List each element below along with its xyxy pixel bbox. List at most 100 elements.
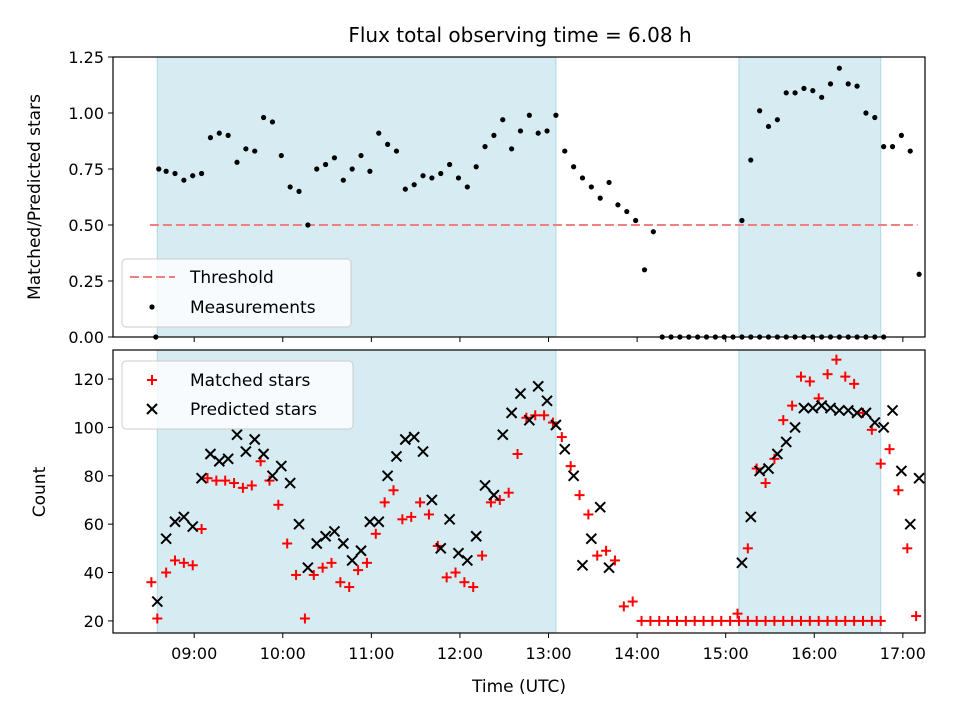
axes-frame <box>112 56 926 338</box>
measurement-point <box>260 114 267 121</box>
matched-star-point <box>450 567 461 578</box>
predicted-star-point <box>222 453 234 465</box>
predicted-star-point <box>443 513 456 526</box>
predicted-star-point <box>381 470 394 482</box>
measurement-point <box>358 152 364 159</box>
cross-b <box>390 450 403 463</box>
measurement-point <box>606 179 612 186</box>
x-tick-label: 11:00 <box>348 644 394 663</box>
matched-star-point <box>742 615 753 626</box>
measurement-point <box>252 148 258 154</box>
cross-b <box>869 416 881 429</box>
matched-star-point <box>146 577 157 588</box>
matched-star-point <box>751 615 762 626</box>
x-tick-label: 15:00 <box>703 644 749 663</box>
cross-b <box>311 537 323 550</box>
matched-star-point <box>273 499 284 510</box>
measurement-point <box>633 217 639 224</box>
cross-b <box>452 547 465 559</box>
matched-star-point <box>592 550 603 561</box>
predicted-star-point <box>461 554 474 567</box>
axes-frame <box>112 349 926 634</box>
measurement-point <box>305 222 311 228</box>
measurement-point <box>819 94 825 100</box>
predicted-star-point <box>585 532 598 545</box>
cross-b <box>523 414 536 426</box>
matched-star-point <box>787 400 798 411</box>
matched-star-point <box>317 562 328 573</box>
cross-b <box>585 532 598 545</box>
measurement-point <box>376 130 382 136</box>
predicted-star-point <box>231 428 243 441</box>
predicted-star-point <box>895 465 908 477</box>
cross-b <box>567 470 580 482</box>
matched-star-point <box>742 543 753 554</box>
matched-star-point <box>698 615 709 626</box>
predicted-star-point <box>771 448 784 460</box>
cross-b <box>240 445 252 458</box>
matched-star-point <box>866 615 877 626</box>
cross-b <box>886 404 899 417</box>
matched-star-point <box>769 453 780 464</box>
y-tick-label: 1.00 <box>68 104 104 123</box>
matched-star-point <box>663 615 674 626</box>
matched-star-point <box>370 528 381 539</box>
matched-star-point <box>787 615 798 626</box>
measurement-point <box>757 108 763 114</box>
legend-frame <box>121 360 354 430</box>
bottom-plot: 20 40 60 80 100 120 09:00 10:00 11:00 12:00 13:00 1… <box>73 349 926 663</box>
predicted-star-point <box>762 462 775 475</box>
cross-b <box>736 557 748 569</box>
y-tick-label: 20 <box>84 612 104 631</box>
cross-b <box>364 516 376 528</box>
predicted-star-point <box>452 547 465 559</box>
matched-star-point <box>813 615 824 626</box>
predicted-star-point <box>532 380 544 392</box>
legend-threshold-label: Threshold <box>189 268 274 288</box>
predicted-star-point <box>479 479 491 492</box>
matched-star-point <box>822 369 833 380</box>
measurement-point <box>402 186 408 192</box>
cross-b <box>470 530 482 542</box>
cross-b <box>195 472 208 484</box>
matched-star-point <box>344 582 355 593</box>
predicted-star-point <box>824 402 837 414</box>
matched-star-point <box>831 615 842 626</box>
measurement-point <box>881 144 887 150</box>
matched-star-point <box>220 475 231 486</box>
cross-b <box>319 530 332 542</box>
cross-b <box>913 472 925 484</box>
cross-b <box>151 595 163 608</box>
predicted-star-point <box>753 465 766 477</box>
predicted-star-point <box>319 530 332 542</box>
matched-star-point <box>353 565 364 576</box>
measurement-point <box>411 182 417 188</box>
x-tick-label: 14:00 <box>614 644 660 663</box>
cross-b <box>257 448 270 460</box>
cross-b <box>187 520 199 533</box>
measurement-point <box>854 83 860 89</box>
matched-star-point <box>725 615 736 626</box>
matched-star-point <box>441 572 452 583</box>
predicted-star-point <box>497 428 509 441</box>
legend-bottom: Matched stars Predicted stars <box>121 360 354 430</box>
matched-star-point <box>539 410 550 421</box>
cross-b <box>576 559 589 571</box>
predicted-star-point <box>842 404 854 417</box>
predicted-star-point <box>284 477 296 489</box>
cross-b <box>461 554 474 567</box>
cross-b <box>178 511 190 523</box>
measurement-point <box>429 175 435 181</box>
matched-star-point <box>583 509 594 520</box>
cross-b <box>381 470 394 482</box>
matched-star-point <box>831 354 842 365</box>
predicted-star-point <box>426 494 438 506</box>
matched-star-point <box>565 461 576 472</box>
predicted-star-point <box>514 387 527 400</box>
predicted-star-point <box>169 516 181 528</box>
measurement-point <box>216 130 222 136</box>
measurement-point <box>243 146 249 152</box>
measurement-point <box>181 177 187 183</box>
cross-b <box>807 402 819 414</box>
matched-star-point <box>161 567 172 578</box>
